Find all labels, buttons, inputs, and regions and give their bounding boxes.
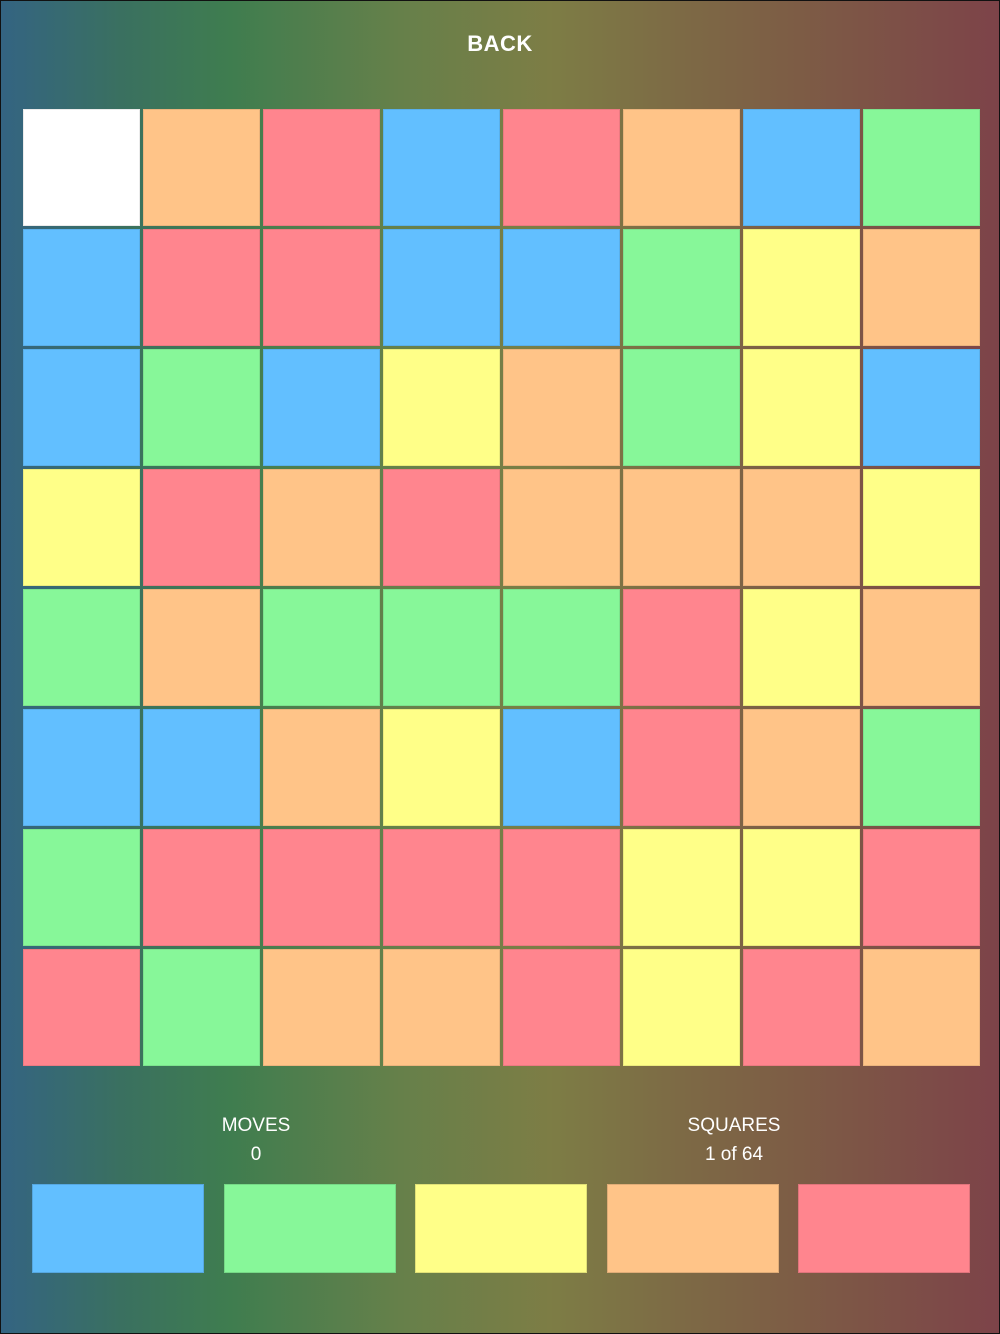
board-cell-green — [623, 349, 740, 466]
squares-label: SQUARES — [687, 1115, 781, 1136]
board-cell-green — [143, 349, 260, 466]
board-cell-blue — [383, 109, 500, 226]
board-cell-green — [503, 589, 620, 706]
board-cell-orange — [863, 949, 980, 1066]
board-cell-orange — [623, 469, 740, 586]
game-board — [23, 109, 980, 1066]
squares-value: 1 of 64 — [704, 1144, 764, 1165]
board-cell-red — [623, 589, 740, 706]
board-cell-yellow — [743, 829, 860, 946]
board-cell-orange — [263, 949, 380, 1066]
board-cell-red — [263, 109, 380, 226]
board-cell-yellow — [623, 829, 740, 946]
board-cell-orange — [863, 589, 980, 706]
board-cell-green — [383, 589, 500, 706]
board-cell-blue — [23, 229, 140, 346]
color-palette — [32, 1184, 970, 1273]
board-cell-red — [263, 229, 380, 346]
moves-label: MOVES — [221, 1115, 291, 1136]
board-cell-orange — [263, 469, 380, 586]
board-cell-yellow — [743, 349, 860, 466]
board-cell-red — [263, 829, 380, 946]
board-cell-orange — [503, 349, 620, 466]
color-button-orange[interactable] — [606, 1184, 779, 1273]
board-cell-blue — [863, 349, 980, 466]
board-cell-orange — [143, 109, 260, 226]
board-cell-red — [143, 469, 260, 586]
board-cell-red — [743, 949, 860, 1066]
board-cell-yellow — [743, 229, 860, 346]
board-cell-yellow — [383, 349, 500, 466]
board-cell-red — [503, 829, 620, 946]
board-cell-red — [623, 709, 740, 826]
board-cell-orange — [143, 589, 260, 706]
board-cell-red — [143, 829, 260, 946]
board-cell-red — [23, 949, 140, 1066]
board-cell-blue — [23, 349, 140, 466]
board-cell-green — [23, 589, 140, 706]
board-cell-red — [503, 109, 620, 226]
board-cell-yellow — [743, 589, 860, 706]
board-cell-red — [863, 829, 980, 946]
color-button-blue[interactable] — [32, 1184, 204, 1273]
board-cell-yellow — [383, 709, 500, 826]
board-cell-red — [383, 829, 500, 946]
board-cell-green — [263, 589, 380, 706]
board-cell-blue — [143, 709, 260, 826]
board-cell-green — [143, 949, 260, 1066]
board-cell-white — [23, 109, 140, 226]
board-cell-red — [383, 469, 500, 586]
board-cell-orange — [263, 709, 380, 826]
board-cell-blue — [503, 229, 620, 346]
board-cell-blue — [383, 229, 500, 346]
board-cell-orange — [743, 469, 860, 586]
board-cell-orange — [863, 229, 980, 346]
board-cell-blue — [743, 109, 860, 226]
board-cell-green — [863, 709, 980, 826]
squares-stat: SQUARES 1 of 64 — [614, 1111, 854, 1169]
board-cell-orange — [503, 469, 620, 586]
board-cell-orange — [743, 709, 860, 826]
moves-value: 0 — [250, 1144, 262, 1165]
color-button-yellow[interactable] — [415, 1184, 587, 1273]
board-cell-orange — [623, 109, 740, 226]
board-cell-red — [143, 229, 260, 346]
board-cell-green — [23, 829, 140, 946]
board-cell-red — [503, 949, 620, 1066]
board-cell-green — [623, 229, 740, 346]
moves-stat: MOVES 0 — [136, 1111, 376, 1169]
back-button[interactable]: BACK — [467, 31, 533, 56]
board-cell-yellow — [623, 949, 740, 1066]
board-cell-yellow — [863, 469, 980, 586]
board-cell-yellow — [23, 469, 140, 586]
board-cell-blue — [263, 349, 380, 466]
board-cell-orange — [383, 949, 500, 1066]
board-cell-blue — [23, 709, 140, 826]
color-button-red[interactable] — [798, 1184, 970, 1273]
board-cell-green — [863, 109, 980, 226]
board-cell-blue — [503, 709, 620, 826]
color-button-green[interactable] — [223, 1184, 396, 1273]
